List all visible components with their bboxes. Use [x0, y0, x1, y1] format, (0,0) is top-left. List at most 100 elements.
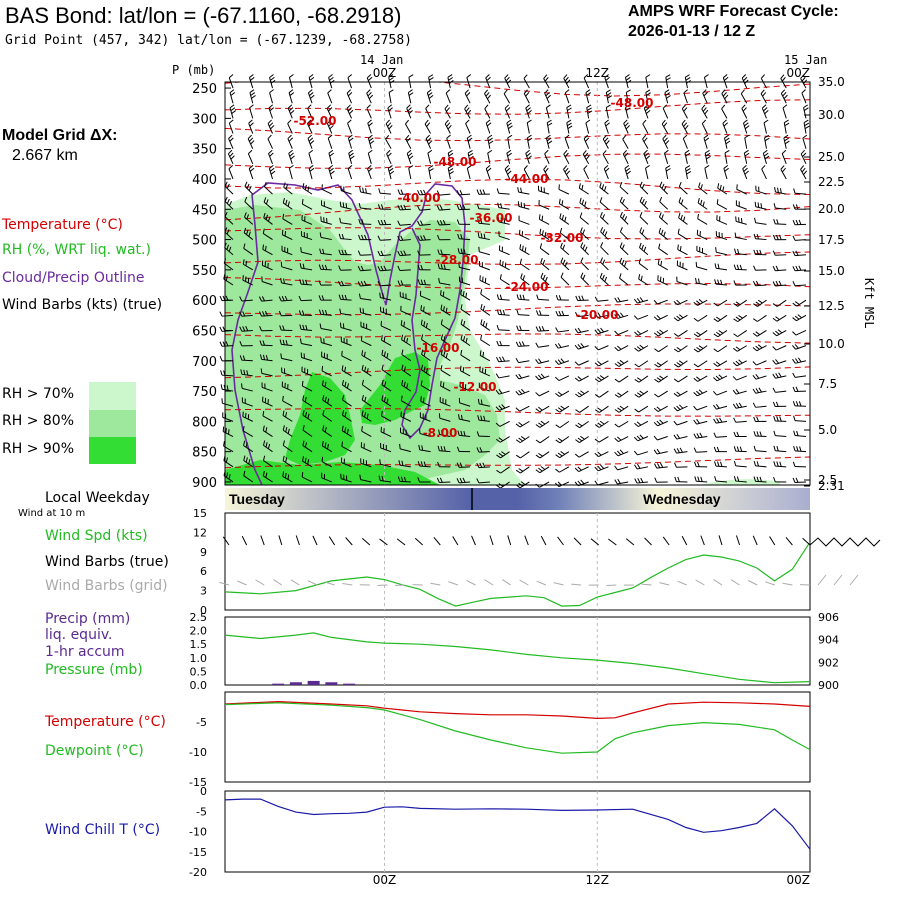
wind-barb-staff — [538, 204, 550, 210]
wind-barb — [437, 445, 451, 453]
wind-barb-flag — [341, 379, 345, 386]
wind-barb — [224, 181, 234, 195]
pressure-tick-500: 500 — [192, 234, 217, 249]
wind-barb-flag — [796, 446, 799, 452]
wind-barb-staff — [775, 269, 787, 272]
wind-barb-flag — [753, 265, 756, 271]
wind-barb — [358, 293, 372, 301]
wind-barb-flag — [718, 374, 723, 379]
wind-barb-flag — [504, 262, 507, 268]
wind-barb — [525, 104, 532, 119]
wind-barb-flag — [246, 229, 249, 235]
wind-barb — [418, 444, 431, 453]
wind-barb-flag — [344, 249, 348, 255]
wind-barb-staff — [619, 186, 629, 195]
wind-barb — [259, 325, 273, 332]
wind-barb-staff — [401, 354, 412, 362]
wind-barb — [484, 104, 491, 119]
wind-barb-flag — [263, 197, 267, 203]
wind-barb — [741, 74, 749, 89]
wind-barb-flag — [715, 331, 721, 336]
wind-barb-flag — [599, 212, 603, 218]
wind-barb-flag — [625, 104, 630, 109]
wind-barb-staff — [420, 295, 431, 301]
wind-barb-flag — [322, 395, 325, 401]
pressure-tick-600: 600 — [192, 294, 217, 309]
wind-barb-flag — [299, 324, 302, 330]
wind-barb — [773, 461, 787, 468]
wind-barb — [535, 466, 550, 474]
wind-barb-flag — [622, 213, 626, 219]
wind-barb-flag — [641, 244, 644, 250]
wind-barb — [480, 304, 491, 316]
wind-barb-flag — [304, 396, 307, 403]
wind-barb — [248, 119, 254, 134]
wind-barb-staff — [439, 193, 451, 196]
wind-barb-flag — [467, 109, 472, 115]
wind-barb — [536, 294, 550, 301]
wind-barb-flag — [693, 348, 699, 353]
wind-barb-grid — [502, 579, 511, 586]
wind-barb-staff — [281, 371, 293, 377]
wind-barb-flag — [309, 167, 315, 172]
wind-barb-flag — [577, 422, 583, 427]
wind-barb — [733, 417, 747, 423]
wind-barb-flag — [242, 326, 246, 332]
wind-barb — [282, 425, 293, 437]
precip-bar — [343, 683, 356, 685]
wind-barb — [347, 134, 354, 149]
wind-barb — [239, 296, 253, 302]
wind-barb — [713, 403, 728, 410]
wind-barb — [321, 472, 332, 483]
wind-barb-flag — [775, 373, 779, 378]
wind-barb-flag — [497, 202, 500, 208]
wind-barb-flag — [262, 425, 265, 431]
wind-barb — [535, 390, 550, 397]
wind-barb-flag — [792, 372, 796, 378]
wind-barb-staff — [282, 400, 293, 407]
wind-barb-staff — [228, 138, 234, 149]
wind-barb-flag — [380, 204, 384, 210]
wind-barb-staff — [241, 314, 253, 317]
wind-barb-flag — [486, 122, 492, 127]
wind-barb-flag — [636, 435, 641, 441]
wind-barb-flag — [676, 433, 681, 439]
wind-barb-flag — [496, 484, 501, 489]
wind-barb-staff — [678, 201, 688, 210]
wind-barb-staff — [598, 436, 609, 443]
wind-barb-flag — [774, 187, 776, 193]
wind-barb-staff — [740, 93, 748, 104]
wind-barb — [634, 463, 649, 470]
wind-barb-flag — [800, 165, 805, 170]
wind-barb — [437, 263, 451, 271]
legend-swatch-rh80 — [89, 410, 136, 437]
wind-barb-true — [260, 535, 265, 546]
wind-barb-flag — [329, 76, 334, 81]
wind-barb — [714, 476, 728, 483]
wind-barb — [258, 296, 273, 302]
wind-barb-staff — [322, 384, 333, 392]
wind-barb-flag — [574, 328, 579, 334]
wind-barb-flag — [518, 389, 523, 395]
wind-barb-staff — [597, 299, 609, 302]
wind-barb-flag — [282, 425, 285, 431]
wind-barb-staff — [400, 416, 412, 422]
wind-barb-flag — [639, 390, 645, 395]
wind-barb — [697, 198, 708, 210]
wind-barb — [558, 184, 570, 195]
wind-barb-flag — [467, 137, 473, 142]
wind-barb — [772, 234, 787, 241]
wind-barb-staff — [683, 92, 688, 104]
wind-barb-flag — [327, 89, 332, 94]
wind-barb-flag — [228, 474, 231, 480]
wind-barb-flag — [496, 454, 501, 459]
wind-barb — [753, 265, 767, 271]
wind-barb — [783, 119, 790, 134]
wind-barb-staff — [243, 475, 254, 483]
wind-barb-staff — [722, 123, 728, 134]
wind-barb-flag — [456, 219, 460, 225]
wind-barb-flag — [773, 476, 776, 482]
wind-barb — [288, 165, 294, 180]
wind-barb-flag — [223, 441, 225, 447]
wind-barb-flag — [339, 201, 342, 207]
